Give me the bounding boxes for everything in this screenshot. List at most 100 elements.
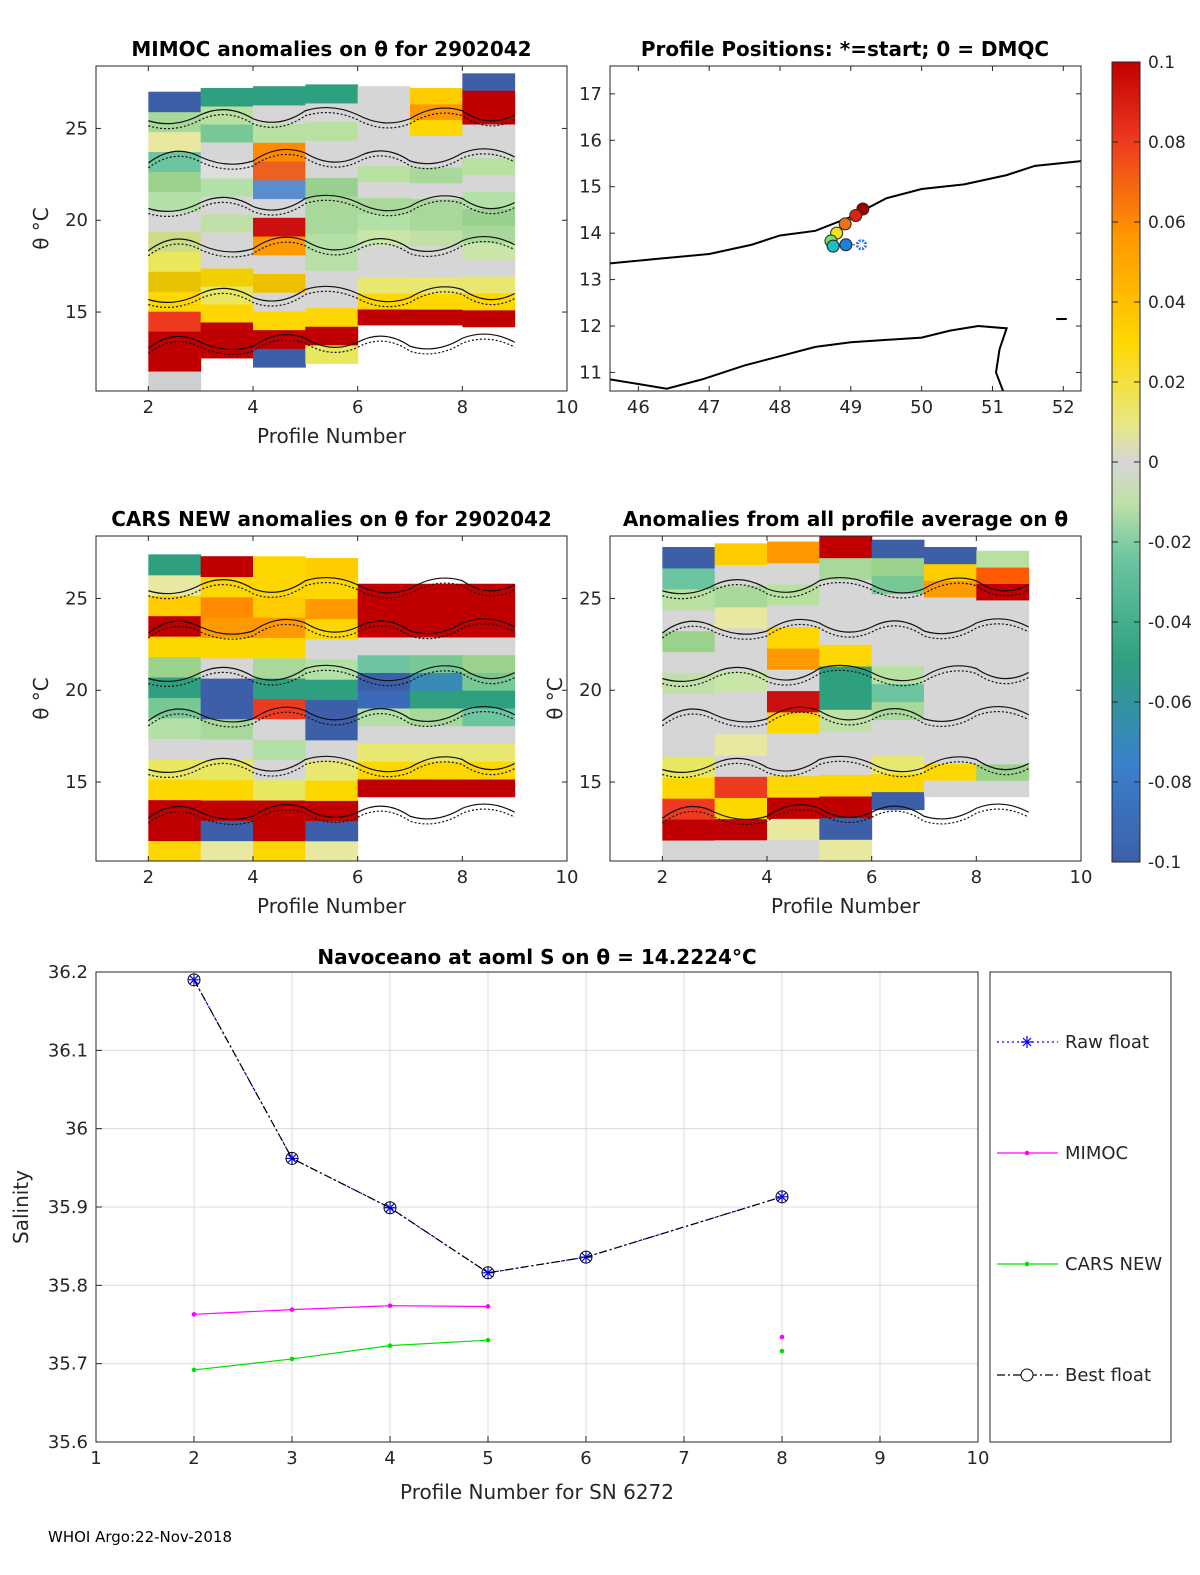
positions-xtick-label: 46 — [627, 397, 650, 418]
allavg-cell — [714, 628, 768, 650]
colorbar-tick-label: -0.02 — [1148, 533, 1192, 553]
allavg-cell — [871, 629, 925, 649]
mimoc-xlabel: Profile Number — [257, 424, 407, 448]
cars-contour-line — [148, 576, 515, 595]
cars-cell — [253, 657, 306, 679]
legend-label: MIMOC — [1065, 1143, 1128, 1164]
allavg-cell — [714, 776, 768, 798]
mimoc-cell — [305, 326, 359, 346]
cars-cell — [410, 583, 463, 602]
cars-cell — [148, 656, 202, 678]
allavg-cell — [767, 584, 820, 606]
mimoc-cell — [253, 198, 306, 218]
cars-cell — [253, 576, 306, 598]
allavg-cell — [976, 599, 1030, 617]
allavg-panel: 2 4 6 8 10 15 20 25 Anomalies from all profile a… — [543, 507, 1092, 918]
salinity-ylabel: Salinity — [9, 1170, 33, 1244]
colorbar-tick-label: 0.1 — [1148, 53, 1175, 73]
mimoc-cell — [253, 254, 306, 274]
salinity-ytick-label: 35.6 — [48, 1432, 88, 1453]
allavg-cell — [767, 626, 820, 649]
allavg-cell — [767, 733, 820, 756]
cars-cell — [462, 636, 516, 656]
cars-cell — [357, 707, 411, 727]
data-point — [779, 1334, 785, 1340]
mimoc-cell — [148, 371, 202, 392]
cars-cell — [148, 779, 202, 801]
cars-cell — [305, 780, 359, 801]
mimoc-cell — [253, 329, 306, 349]
allavg-cell — [767, 818, 820, 841]
cars-cell — [305, 719, 359, 741]
cars-cell — [148, 595, 202, 617]
cars-xtick-label: 4 — [247, 867, 258, 888]
cars-cell — [462, 743, 516, 762]
allavg-xtick-label: 8 — [971, 867, 982, 888]
cars-cell — [305, 659, 359, 680]
cars-cell — [253, 678, 306, 699]
mimoc-cell — [253, 273, 306, 293]
allavg-cell — [819, 644, 873, 667]
allavg-cell — [819, 536, 873, 559]
salinity-legend: Raw float MIMOC CARS NEW Best float — [989, 971, 1172, 1443]
cars-cell — [305, 679, 359, 700]
cars-contour-dotted — [147, 808, 515, 826]
cars-cell — [148, 820, 202, 842]
cars-cell — [410, 761, 463, 780]
mimoc-title: MIMOC anomalies on θ for 2902042 — [131, 37, 531, 61]
mimoc-contour-dotted — [147, 241, 515, 258]
mimoc-cell — [462, 90, 516, 108]
cars-cell — [305, 820, 359, 842]
allavg-cell — [767, 754, 820, 777]
allavg-cell — [976, 747, 1030, 765]
allavg-cell — [714, 543, 768, 566]
mimoc-cell — [200, 303, 254, 323]
positions-panel: 46 47 48 49 50 51 52 11 12 13 14 15 16 17 Profile Posi… — [579, 37, 1082, 418]
mimoc-contour-line — [148, 106, 515, 125]
mimoc-cell — [148, 351, 202, 372]
legend-label: CARS NEW — [1065, 1254, 1162, 1275]
mimoc-ylabel: θ °C — [29, 207, 53, 250]
allavg-title: Anomalies from all profile average on θ — [623, 507, 1068, 531]
cars-contour-dotted — [147, 623, 515, 640]
series-line — [193, 1305, 489, 1315]
cars-cells — [148, 554, 516, 862]
allavg-cell — [924, 547, 977, 565]
mimoc-cell — [305, 84, 359, 104]
positions-ytick-label: 11 — [579, 362, 602, 383]
allavg-cell — [819, 557, 873, 580]
allavg-cell — [767, 690, 820, 713]
mimoc-cell — [148, 191, 202, 212]
allavg-cell — [714, 670, 768, 693]
profile-position-marker — [849, 209, 863, 222]
colorbar-tick-label: 0.08 — [1148, 133, 1186, 153]
mimoc-cell — [357, 86, 411, 103]
mimoc-cell — [253, 217, 306, 237]
coastline — [609, 324, 1008, 392]
mimoc-cell — [357, 308, 411, 326]
cars-contour-dotted — [147, 711, 515, 728]
allavg-cell — [976, 780, 1030, 798]
data-point-circle — [579, 1250, 593, 1264]
mimoc-xtick-label: 2 — [143, 397, 154, 418]
allavg-cell — [924, 746, 977, 764]
cars-cell — [410, 690, 463, 709]
allavg-contour-dotted — [661, 711, 1029, 728]
allavg-contour-line — [661, 706, 1029, 723]
cars-cell — [200, 820, 254, 842]
mimoc-cells — [148, 73, 516, 392]
allavg-cell — [819, 839, 873, 862]
mimoc-xtick-label: 8 — [457, 397, 468, 418]
cars-cell — [305, 638, 359, 660]
salinity-xtick-label: 5 — [482, 1448, 493, 1469]
allavg-xtick-label: 6 — [866, 867, 877, 888]
cars-cell — [253, 820, 306, 842]
cars-cell — [200, 698, 254, 720]
allavg-axes-box — [609, 535, 1082, 862]
data-point-circle — [187, 973, 201, 987]
mimoc-cell — [200, 88, 254, 107]
allavg-cell — [976, 649, 1030, 667]
salinity-xtick-label: 1 — [90, 1448, 101, 1469]
positions-xtick-label: 52 — [1052, 397, 1075, 418]
